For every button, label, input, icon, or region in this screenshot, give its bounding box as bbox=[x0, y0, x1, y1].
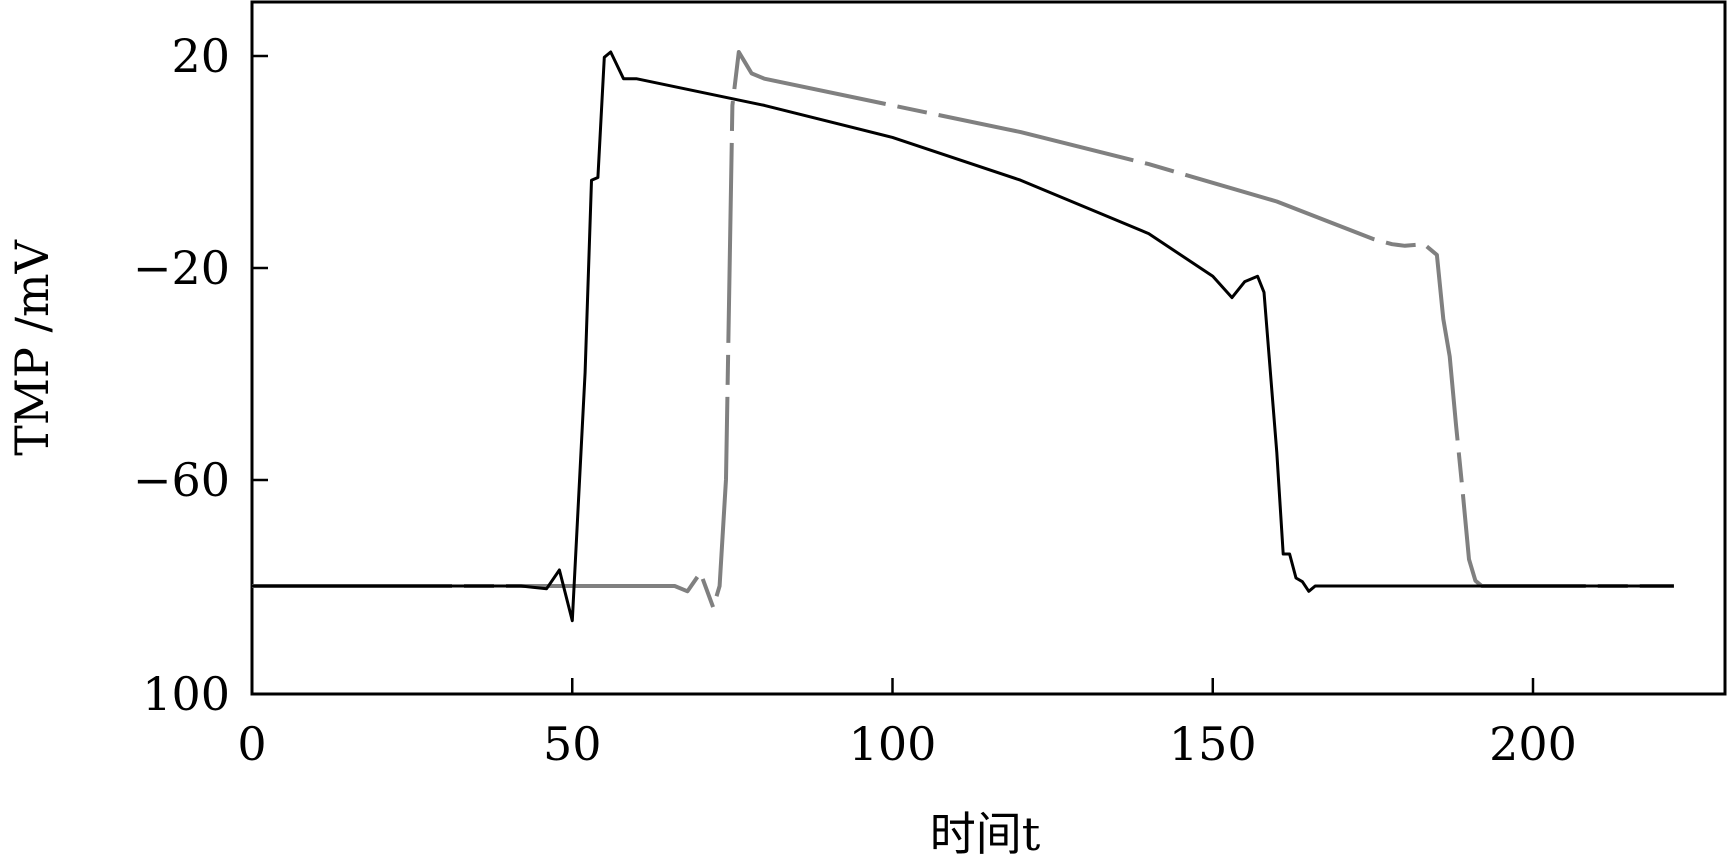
series-line-black bbox=[252, 50, 1674, 623]
plot-frame bbox=[250, 0, 1727, 696]
series-layer bbox=[252, 50, 1674, 623]
x-tick-label: 100 bbox=[849, 717, 937, 771]
y-tick-label: −20 bbox=[133, 241, 230, 295]
y-axis-ticks: 20 −20 −60 100 bbox=[133, 29, 268, 721]
x-axis-ticks: 0 50 100 150 200 bbox=[237, 678, 1577, 771]
series-line-gray bbox=[252, 50, 1674, 610]
x-tick-label: 200 bbox=[1489, 717, 1577, 771]
y-tick-label: 20 bbox=[171, 29, 230, 83]
x-tick-label: 50 bbox=[543, 717, 602, 771]
x-axis-label: 时间t bbox=[930, 807, 1041, 861]
plot-area: 0 50 100 150 200 20 −20 −60 100 bbox=[133, 0, 1727, 771]
x-tick-label: 150 bbox=[1169, 717, 1257, 771]
y-axis-label: TMP /mV bbox=[5, 239, 59, 455]
x-tick-label: 0 bbox=[237, 717, 266, 771]
y-tick-label: 100 bbox=[142, 667, 230, 721]
y-tick-label: −60 bbox=[133, 453, 230, 507]
